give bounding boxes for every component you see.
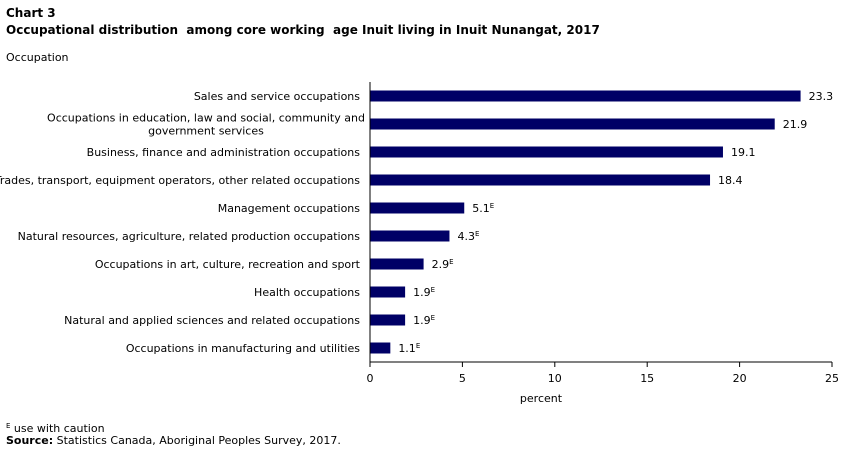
data-label-value: 18.4: [718, 174, 743, 187]
category-label: Occupations in manufacturing and utiliti…: [126, 342, 360, 355]
category-label: Occupations in art, culture, recreation …: [95, 258, 361, 271]
data-label: 1.1E: [398, 342, 420, 355]
category-label-line: Health occupations: [254, 286, 360, 299]
x-tick-label: 5: [459, 372, 466, 385]
footnote-text: use with caution: [10, 422, 105, 435]
data-label-flag: E: [490, 202, 494, 210]
category-label: Natural and applied sciences and related…: [64, 314, 360, 327]
data-label-flag: E: [449, 258, 453, 266]
bar: [370, 90, 801, 102]
x-tick-label: 10: [548, 372, 562, 385]
data-label-flag: E: [416, 342, 420, 350]
x-tick-label: 0: [367, 372, 374, 385]
data-label-value: 2.9: [432, 258, 450, 271]
x-axis-label: percent: [520, 392, 563, 405]
category-label: Sales and service occupations: [194, 90, 360, 103]
footnote-symbol: E: [6, 422, 11, 430]
data-label-value: 1.9: [413, 286, 431, 299]
bar: [370, 202, 465, 214]
data-label: 2.9E: [432, 258, 454, 271]
footnote: E use with caution: [6, 422, 105, 436]
data-label-value: 19.1: [731, 146, 756, 159]
data-label: 1.9E: [413, 286, 435, 299]
category-label-line: Occupations in art, culture, recreation …: [95, 258, 361, 271]
category-label: Health occupations: [254, 286, 360, 299]
data-label: 23.3: [809, 90, 834, 103]
category-label-line: Occupations in manufacturing and utiliti…: [126, 342, 360, 355]
category-label-line: Natural and applied sciences and related…: [64, 314, 360, 327]
data-label: 4.3E: [457, 230, 479, 243]
x-tick-label: 20: [733, 372, 747, 385]
data-label-flag: E: [475, 230, 479, 238]
x-axis: 0 5 10 15 20 25: [367, 82, 839, 385]
bar: [370, 174, 711, 186]
data-label-value: 4.3: [457, 230, 475, 243]
bar: [370, 118, 775, 130]
source-note: Source: Statistics Canada, Aboriginal Pe…: [6, 434, 341, 448]
category-label: Natural resources, agriculture, related …: [18, 230, 361, 243]
x-tick-label: 15: [640, 372, 654, 385]
data-label: 1.9E: [413, 314, 435, 327]
bars-group: Sales and service occupations 23.3 Occupat…: [0, 90, 833, 355]
data-label-value: 23.3: [809, 90, 834, 103]
data-label: 5.1E: [472, 202, 494, 215]
source-label: Source:: [6, 434, 54, 447]
category-label: Business, finance and administration occ…: [87, 146, 361, 159]
x-tick-label: 25: [825, 372, 839, 385]
category-label: Management occupations: [218, 202, 361, 215]
category-label-line: Management occupations: [218, 202, 361, 215]
category-label-line: government services: [148, 125, 264, 138]
data-label-flag: E: [431, 314, 435, 322]
bar: [370, 258, 424, 270]
category-label-line: Natural resources, agriculture, related …: [18, 230, 361, 243]
data-label: 18.4: [718, 174, 743, 187]
bar: [370, 342, 391, 354]
category-label: Occupations in education, law and social…: [47, 112, 365, 138]
data-label-value: 1.1: [398, 342, 416, 355]
category-label-line: Sales and service occupations: [194, 90, 360, 103]
data-label-value: 1.9: [413, 314, 431, 327]
bar: [370, 146, 723, 158]
data-label-value: 5.1: [472, 202, 490, 215]
data-label: 19.1: [731, 146, 756, 159]
chart-subtitle: Occupational distribution among core wor…: [6, 23, 600, 37]
y-axis-label: Occupation: [6, 51, 69, 64]
source-text: Statistics Canada, Aboriginal Peoples Su…: [53, 434, 341, 447]
data-label-value: 21.9: [783, 118, 808, 131]
bar: [370, 230, 450, 242]
data-label-flag: E: [431, 286, 435, 294]
category-label-line: Business, finance and administration occ…: [87, 146, 361, 159]
data-label: 21.9: [783, 118, 808, 131]
category-label: Trades, transport, equipment operators, …: [0, 174, 360, 187]
bar: [370, 286, 406, 298]
chart-title: Chart 3: [6, 6, 56, 20]
category-label-line: Occupations in education, law and social…: [47, 112, 365, 125]
category-label-line: Trades, transport, equipment operators, …: [0, 174, 360, 187]
bar: [370, 314, 406, 326]
